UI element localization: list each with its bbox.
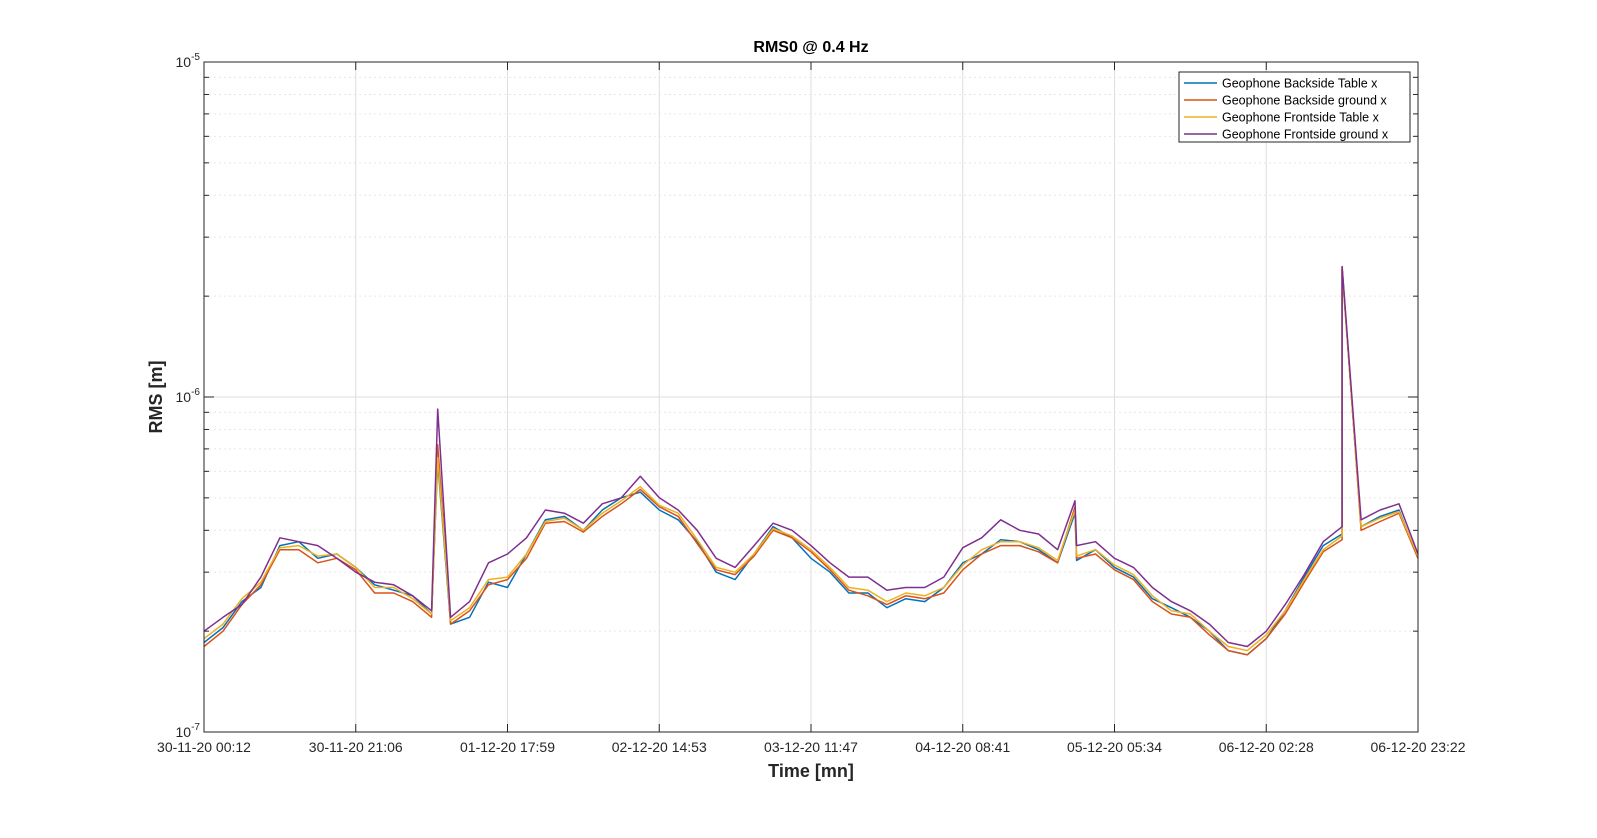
x-tick-label: 04-12-20 08:41 bbox=[915, 739, 1010, 755]
y-tick-label: 10-5 bbox=[176, 52, 201, 70]
series-line bbox=[203, 265, 1419, 656]
legend: Geophone Backside Table x Geophone Backsi… bbox=[1178, 71, 1411, 143]
legend-entry: Geophone Frontside ground x bbox=[1222, 128, 1389, 142]
legend-entry: Geophone Backside Table x bbox=[1222, 77, 1378, 91]
x-tick-label: 06-12-20 23:22 bbox=[1371, 739, 1466, 755]
grid bbox=[204, 62, 1418, 732]
legend-box bbox=[1178, 71, 1411, 143]
x-tick-label: 05-12-20 05:34 bbox=[1067, 739, 1162, 755]
series-line bbox=[203, 268, 1419, 652]
x-tick-label: 03-12-20 11:47 bbox=[764, 739, 858, 755]
x-tick-label: 01-12-20 17:59 bbox=[460, 739, 555, 755]
legend-entry: Geophone Frontside Table x bbox=[1222, 111, 1380, 125]
series-line bbox=[203, 265, 1419, 648]
chart-title: RMS0 @ 0.4 Hz bbox=[753, 39, 868, 56]
x-tick-label: 30-11-20 21:06 bbox=[309, 739, 403, 755]
y-axis-title: RMS [m] bbox=[146, 361, 166, 434]
x-tick-label: 02-12-20 14:53 bbox=[612, 739, 707, 755]
y-tick-labels: 10-7 10-6 10-5 bbox=[176, 52, 201, 740]
series-layer bbox=[203, 265, 1419, 656]
x-axis-title: Time [mn] bbox=[768, 761, 854, 781]
y-tick-label: 10-7 bbox=[176, 722, 201, 740]
x-tick-label: 30-11-20 00:12 bbox=[157, 739, 251, 755]
y-tick-label: 10-6 bbox=[176, 387, 201, 405]
axis-ticks bbox=[203, 62, 1419, 733]
x-tick-labels: 30-11-20 00:12 30-11-20 21:06 01-12-20 17:… bbox=[157, 739, 1466, 755]
x-tick-label: 06-12-20 02:28 bbox=[1219, 739, 1314, 755]
legend-entry: Geophone Backside ground x bbox=[1222, 94, 1387, 108]
